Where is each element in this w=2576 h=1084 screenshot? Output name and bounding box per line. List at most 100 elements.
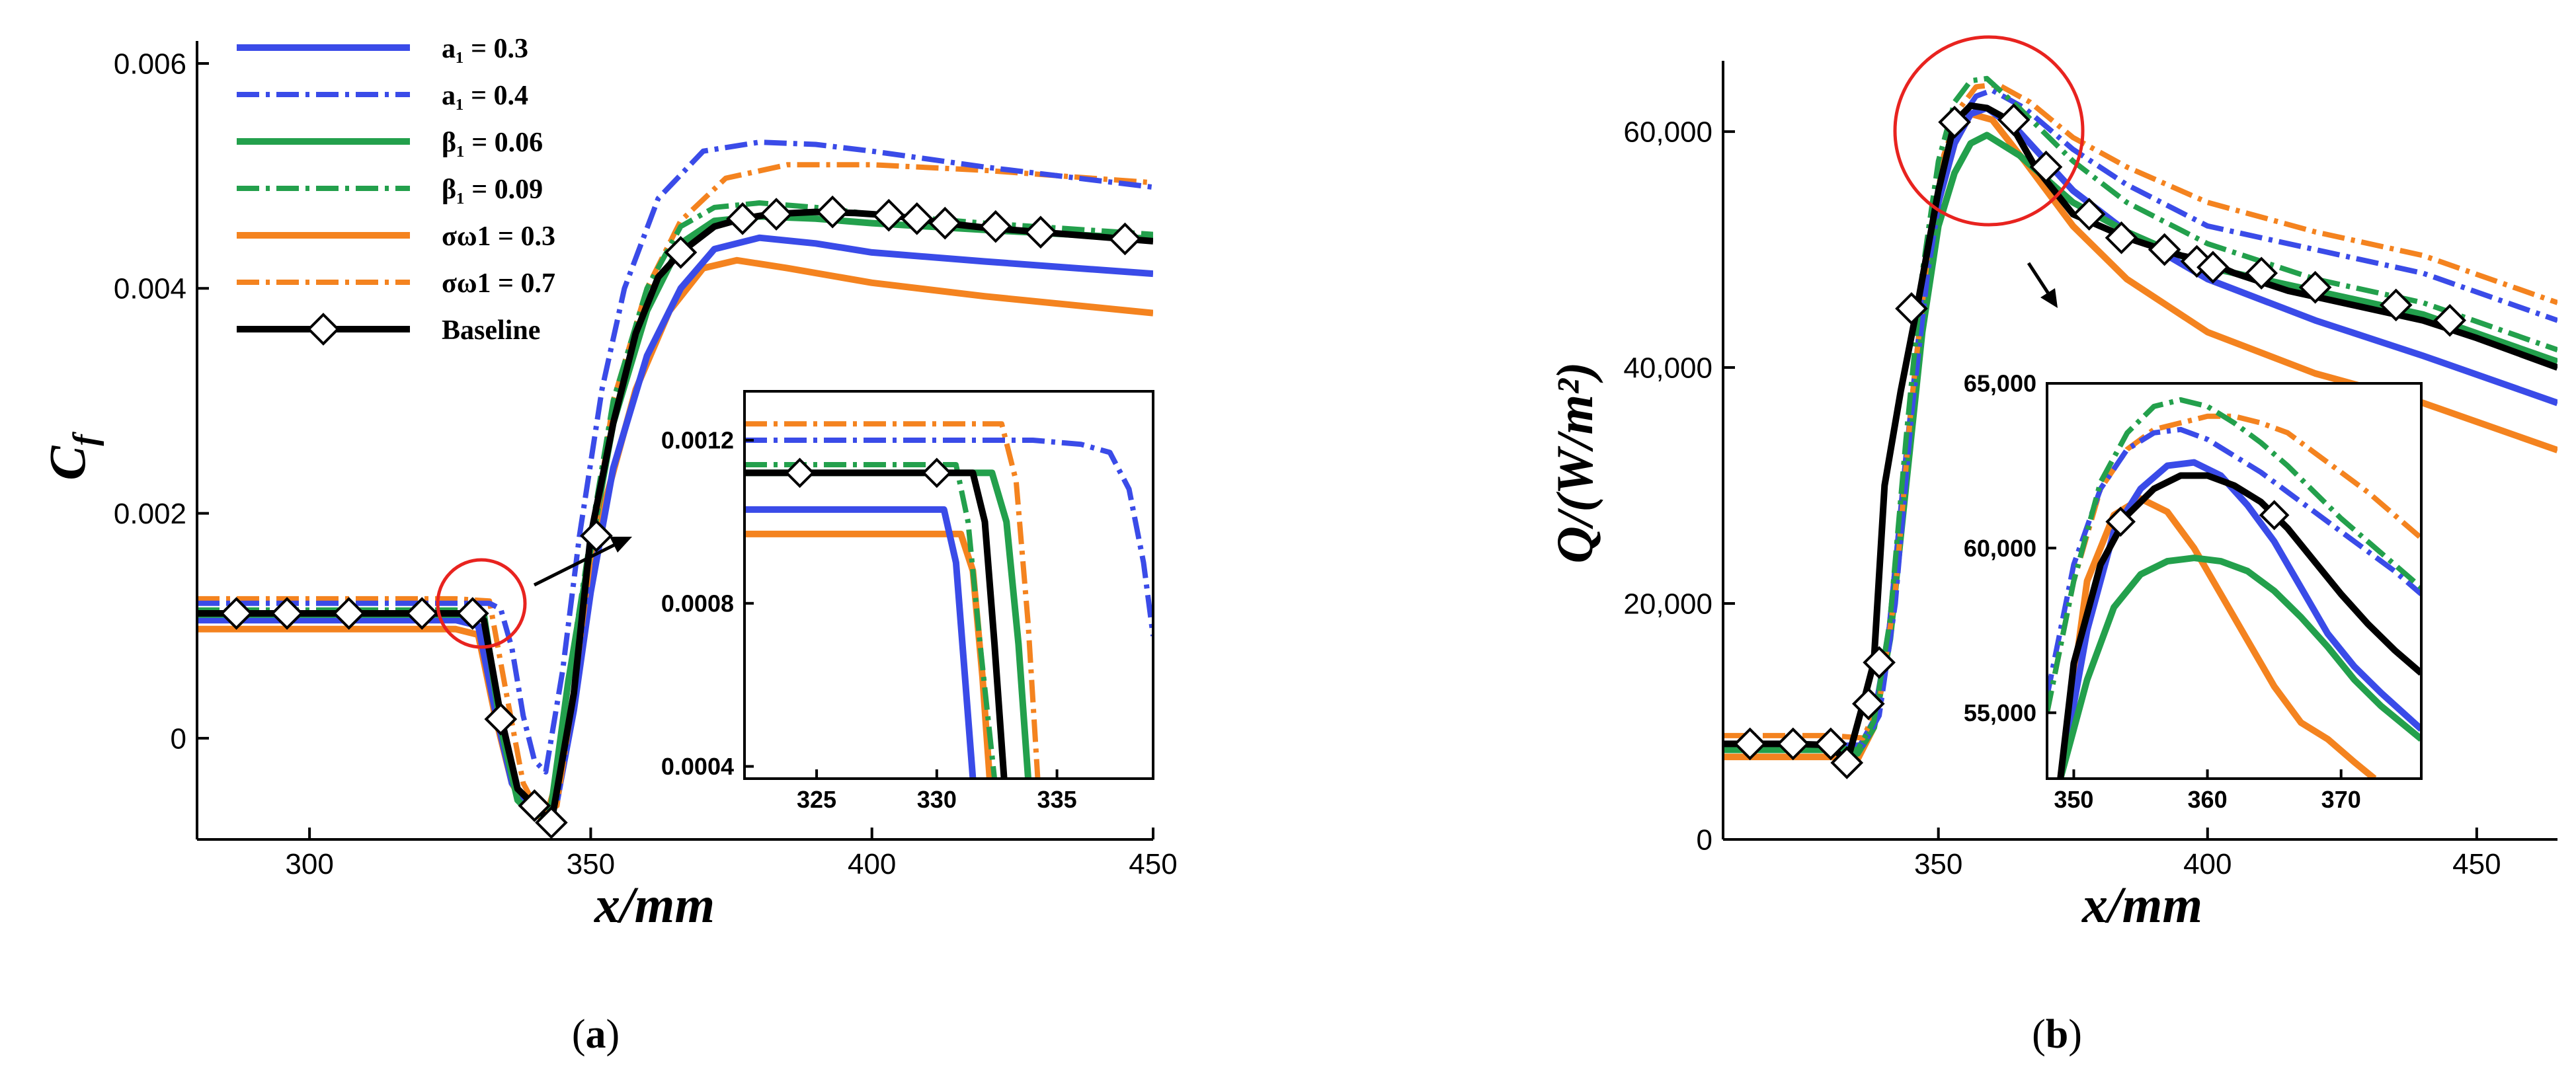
chart-a-marker-base [1024, 215, 1057, 249]
chart-a-series-s07 [197, 162, 1153, 818]
chart-b-marker-base [1777, 727, 1810, 761]
chart-b-marker-base [1997, 103, 2031, 137]
chart-b-inset-x-tick-label: 360 [2188, 786, 2228, 813]
chart-b: 350 400 450 0 20,000 40,000 60,000 x/mm Q/(W/m… [1546, 35, 2557, 1057]
chart-a-x-axis-label: x/mm [594, 876, 715, 933]
chart-b-zoom-circle [1893, 35, 2085, 227]
chart-b-inset-series-b006 [2057, 555, 2421, 779]
chart-a-inset-series-base [745, 469, 1008, 779]
chart-a-inset-series-b009 [745, 462, 998, 779]
chart-a-marker-base [760, 198, 793, 231]
chart-a-ticks: 300 350 400 450 0 0.002 0.004 0.006 [114, 48, 1178, 880]
chart-b-ticks: 350 400 450 0 20,000 40,000 60,000 [1623, 116, 2501, 880]
chart-b-marker-base [2433, 303, 2466, 337]
chart-a-marker-base [332, 597, 366, 630]
chart-b-marker-base [2029, 150, 2063, 184]
chart-a-marker-base [405, 597, 439, 630]
chart-b-markers-layer [1733, 103, 2466, 779]
chart-a-inset-x-tick-label: 335 [1037, 786, 1077, 813]
chart-b-y-tick-label: 60,000 [1623, 116, 1712, 148]
chart-b-marker-base [2245, 256, 2278, 290]
chart-a-inset-marker-base [784, 457, 815, 488]
chart-a-marker-base [1108, 222, 1142, 256]
legend-label-s03: σω1 = 0.3 [442, 221, 555, 252]
chart-a-legend: a₁ = 0.3 a₁ = 0.4 β₁ = 0.06 β₁ = 0.09 σω1 = … [237, 34, 555, 346]
chart-a-x-tick-label: 400 [848, 848, 896, 880]
chart-b-marker-base [2105, 221, 2138, 254]
chart-a-y-tick-label: 0.004 [114, 273, 186, 305]
chart-b-marker-base [1830, 746, 1864, 779]
chart-a-marker-base [518, 789, 551, 822]
chart-a-marker-base [726, 202, 759, 235]
chart-b-marker-base [2148, 233, 2181, 266]
chart-b-marker-base [1863, 646, 1896, 679]
chart-b-marker-base [2379, 288, 2413, 322]
chart-a-axes [196, 41, 1153, 841]
chart-a-zoom-arrow [533, 537, 632, 587]
chart-a-inset-series-a04 [745, 438, 1153, 637]
chart-b-inset-marker-base [2105, 506, 2136, 537]
chart-b-inset-y-tick-label: 55,000 [1964, 699, 2036, 726]
chart-b-x-tick-label: 350 [1914, 848, 1962, 880]
legend-label-a03: a₁ = 0.3 [442, 34, 528, 64]
chart-a-marker-base [979, 210, 1012, 243]
chart-b-inset-series-a04 [2047, 426, 2421, 697]
chart-a-marker-base [580, 519, 613, 553]
legend-marker-base [307, 313, 340, 346]
chart-b-inset: 350 360 370 55,000 60,000 65,000 [1964, 370, 2423, 813]
chart-b-y-tick-label: 0 [1697, 824, 1712, 856]
chart-a-markers-layer [220, 195, 1142, 839]
legend-label-a04: a₁ = 0.4 [442, 81, 528, 111]
chart-b-inset-series-base [2057, 472, 2421, 779]
chart-a-inset-y-tick-label: 0.0004 [661, 753, 734, 780]
legend-label-b006: β₁ = 0.06 [442, 128, 543, 158]
chart-b-inset-y-tick-label: 65,000 [1964, 370, 2036, 397]
chart-b-marker-base [1814, 727, 1847, 761]
chart-a-marker-base [484, 703, 518, 736]
panel-label-a: (a) [572, 1012, 620, 1057]
chart-a-inset-marker-base [921, 457, 952, 488]
chart-a-zoom-circle [436, 558, 527, 649]
chart-b-inset-series-b009 [2047, 397, 2421, 714]
chart-a-marker-base [456, 597, 489, 630]
chart-a-x-tick-label: 450 [1129, 848, 1177, 880]
chart-a-inset-series-s07 [745, 421, 1041, 779]
chart-b-marker-base [2072, 198, 2106, 231]
chart-a-marker-base [816, 195, 849, 229]
chart-b-marker-base [1895, 291, 1928, 325]
chart-a-inset-y-tick-label: 0.0012 [661, 427, 734, 454]
chart-b-series-b009 [1723, 75, 2557, 753]
chart-a-series-a04 [197, 139, 1153, 775]
chart-b-zoom-arrow [2027, 262, 2058, 308]
chart-b-y-tick-label: 40,000 [1623, 352, 1712, 384]
chart-a-inset-series-a03 [745, 506, 977, 779]
chart-b-inset-y-tick-label: 60,000 [1964, 535, 2036, 562]
chart-a-inset-x-tick-label: 325 [797, 786, 836, 813]
chart-b-inset-x-tick-label: 350 [2054, 786, 2093, 813]
chart-b-marker-base [2196, 251, 2230, 284]
chart-a-inset: 325 330 335 0.0004 0.0008 0.0012 [661, 390, 1154, 813]
legend-label-base: Baseline [442, 315, 540, 346]
chart-a-inset-y-tick-label: 0.0008 [661, 590, 734, 617]
chart-a-marker-base [535, 806, 568, 839]
chart-b-marker-base [1733, 727, 1767, 761]
chart-a-y-tick-label: 0.002 [114, 498, 186, 530]
chart-b-x-tick-label: 400 [2183, 848, 2232, 880]
chart-b-inset-x-tick-label: 370 [2321, 786, 2361, 813]
legend-label-s07: σω1 = 0.7 [442, 268, 555, 299]
chart-b-y-axis-label: Q/(W/m²) [1546, 362, 1603, 563]
chart-b-x-axis-label: x/mm [2081, 876, 2202, 933]
chart-b-marker-base [1938, 105, 1971, 139]
chart-a-y-axis-label: Cf [38, 432, 104, 481]
chart-a-x-tick-label: 350 [567, 848, 615, 880]
chart-b-marker-base [1852, 687, 1885, 720]
chart-a-marker-base [664, 236, 698, 269]
chart-a-marker-base [220, 597, 253, 630]
panel-label-b: (b) [2032, 1012, 2082, 1057]
chart-a-x-tick-label: 300 [285, 848, 333, 880]
legend-label-b009: β₁ = 0.09 [442, 174, 543, 205]
chart-b-axes [1722, 61, 2557, 841]
chart-a-y-tick-label: 0.006 [114, 48, 186, 80]
chart-b-marker-base [2298, 270, 2332, 304]
